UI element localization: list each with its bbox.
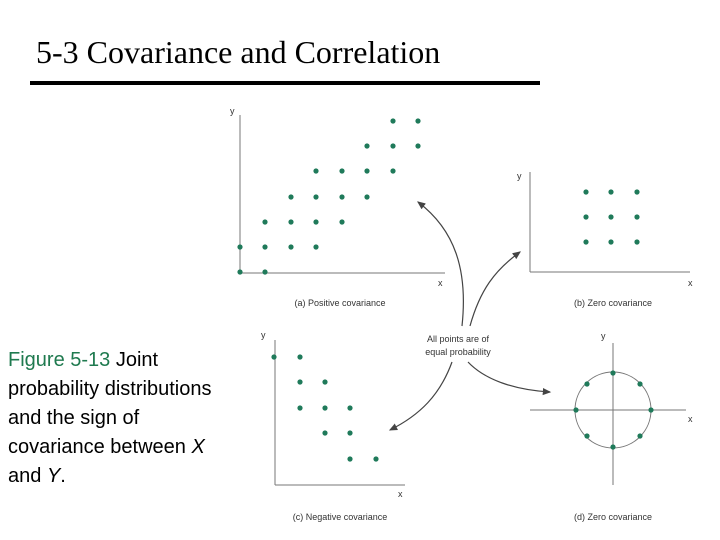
panel-b: y x (b) Zero covariance xyxy=(517,171,693,308)
var-x: X xyxy=(191,436,205,458)
dots xyxy=(583,189,640,245)
caption-end: . xyxy=(60,465,66,487)
y-axis-label: y xyxy=(230,106,235,116)
dots xyxy=(271,354,379,462)
arrows xyxy=(388,201,552,431)
panel-d: y x (d) Zero covariance xyxy=(530,331,693,522)
y-axis-label: y xyxy=(601,331,606,341)
y-axis-label: y xyxy=(517,171,522,181)
panel-c: y x (c) Negative covariance xyxy=(261,330,405,522)
y-axis-label: y xyxy=(261,330,266,340)
panel-label: (b) Zero covariance xyxy=(574,298,652,308)
panel-label: (c) Negative covariance xyxy=(293,512,388,522)
x-axis-label: x xyxy=(688,278,693,288)
caption-text: Joint probability distributions and the … xyxy=(8,349,212,458)
caption: Figure 5-13 Joint probability distributi… xyxy=(8,346,226,491)
x-axis-label: x xyxy=(438,278,443,288)
panel-label: (a) Positive covariance xyxy=(294,298,385,308)
title: 5-3 Covariance and Correlation xyxy=(36,34,441,70)
panel-a: y x (a) Positive covariance xyxy=(230,106,445,308)
figure-label: Figure 5-13 xyxy=(8,349,111,371)
x-axis-label: x xyxy=(398,489,403,499)
note-line: All points are of xyxy=(427,334,490,344)
note-line: equal probability xyxy=(425,347,491,357)
panel-label: (d) Zero covariance xyxy=(574,512,652,522)
dots xyxy=(237,118,421,275)
caption-conj: and xyxy=(8,465,42,487)
title-rule xyxy=(30,81,540,85)
x-axis-label: x xyxy=(688,414,693,424)
var-y: Y xyxy=(46,465,61,487)
dots xyxy=(573,370,654,450)
